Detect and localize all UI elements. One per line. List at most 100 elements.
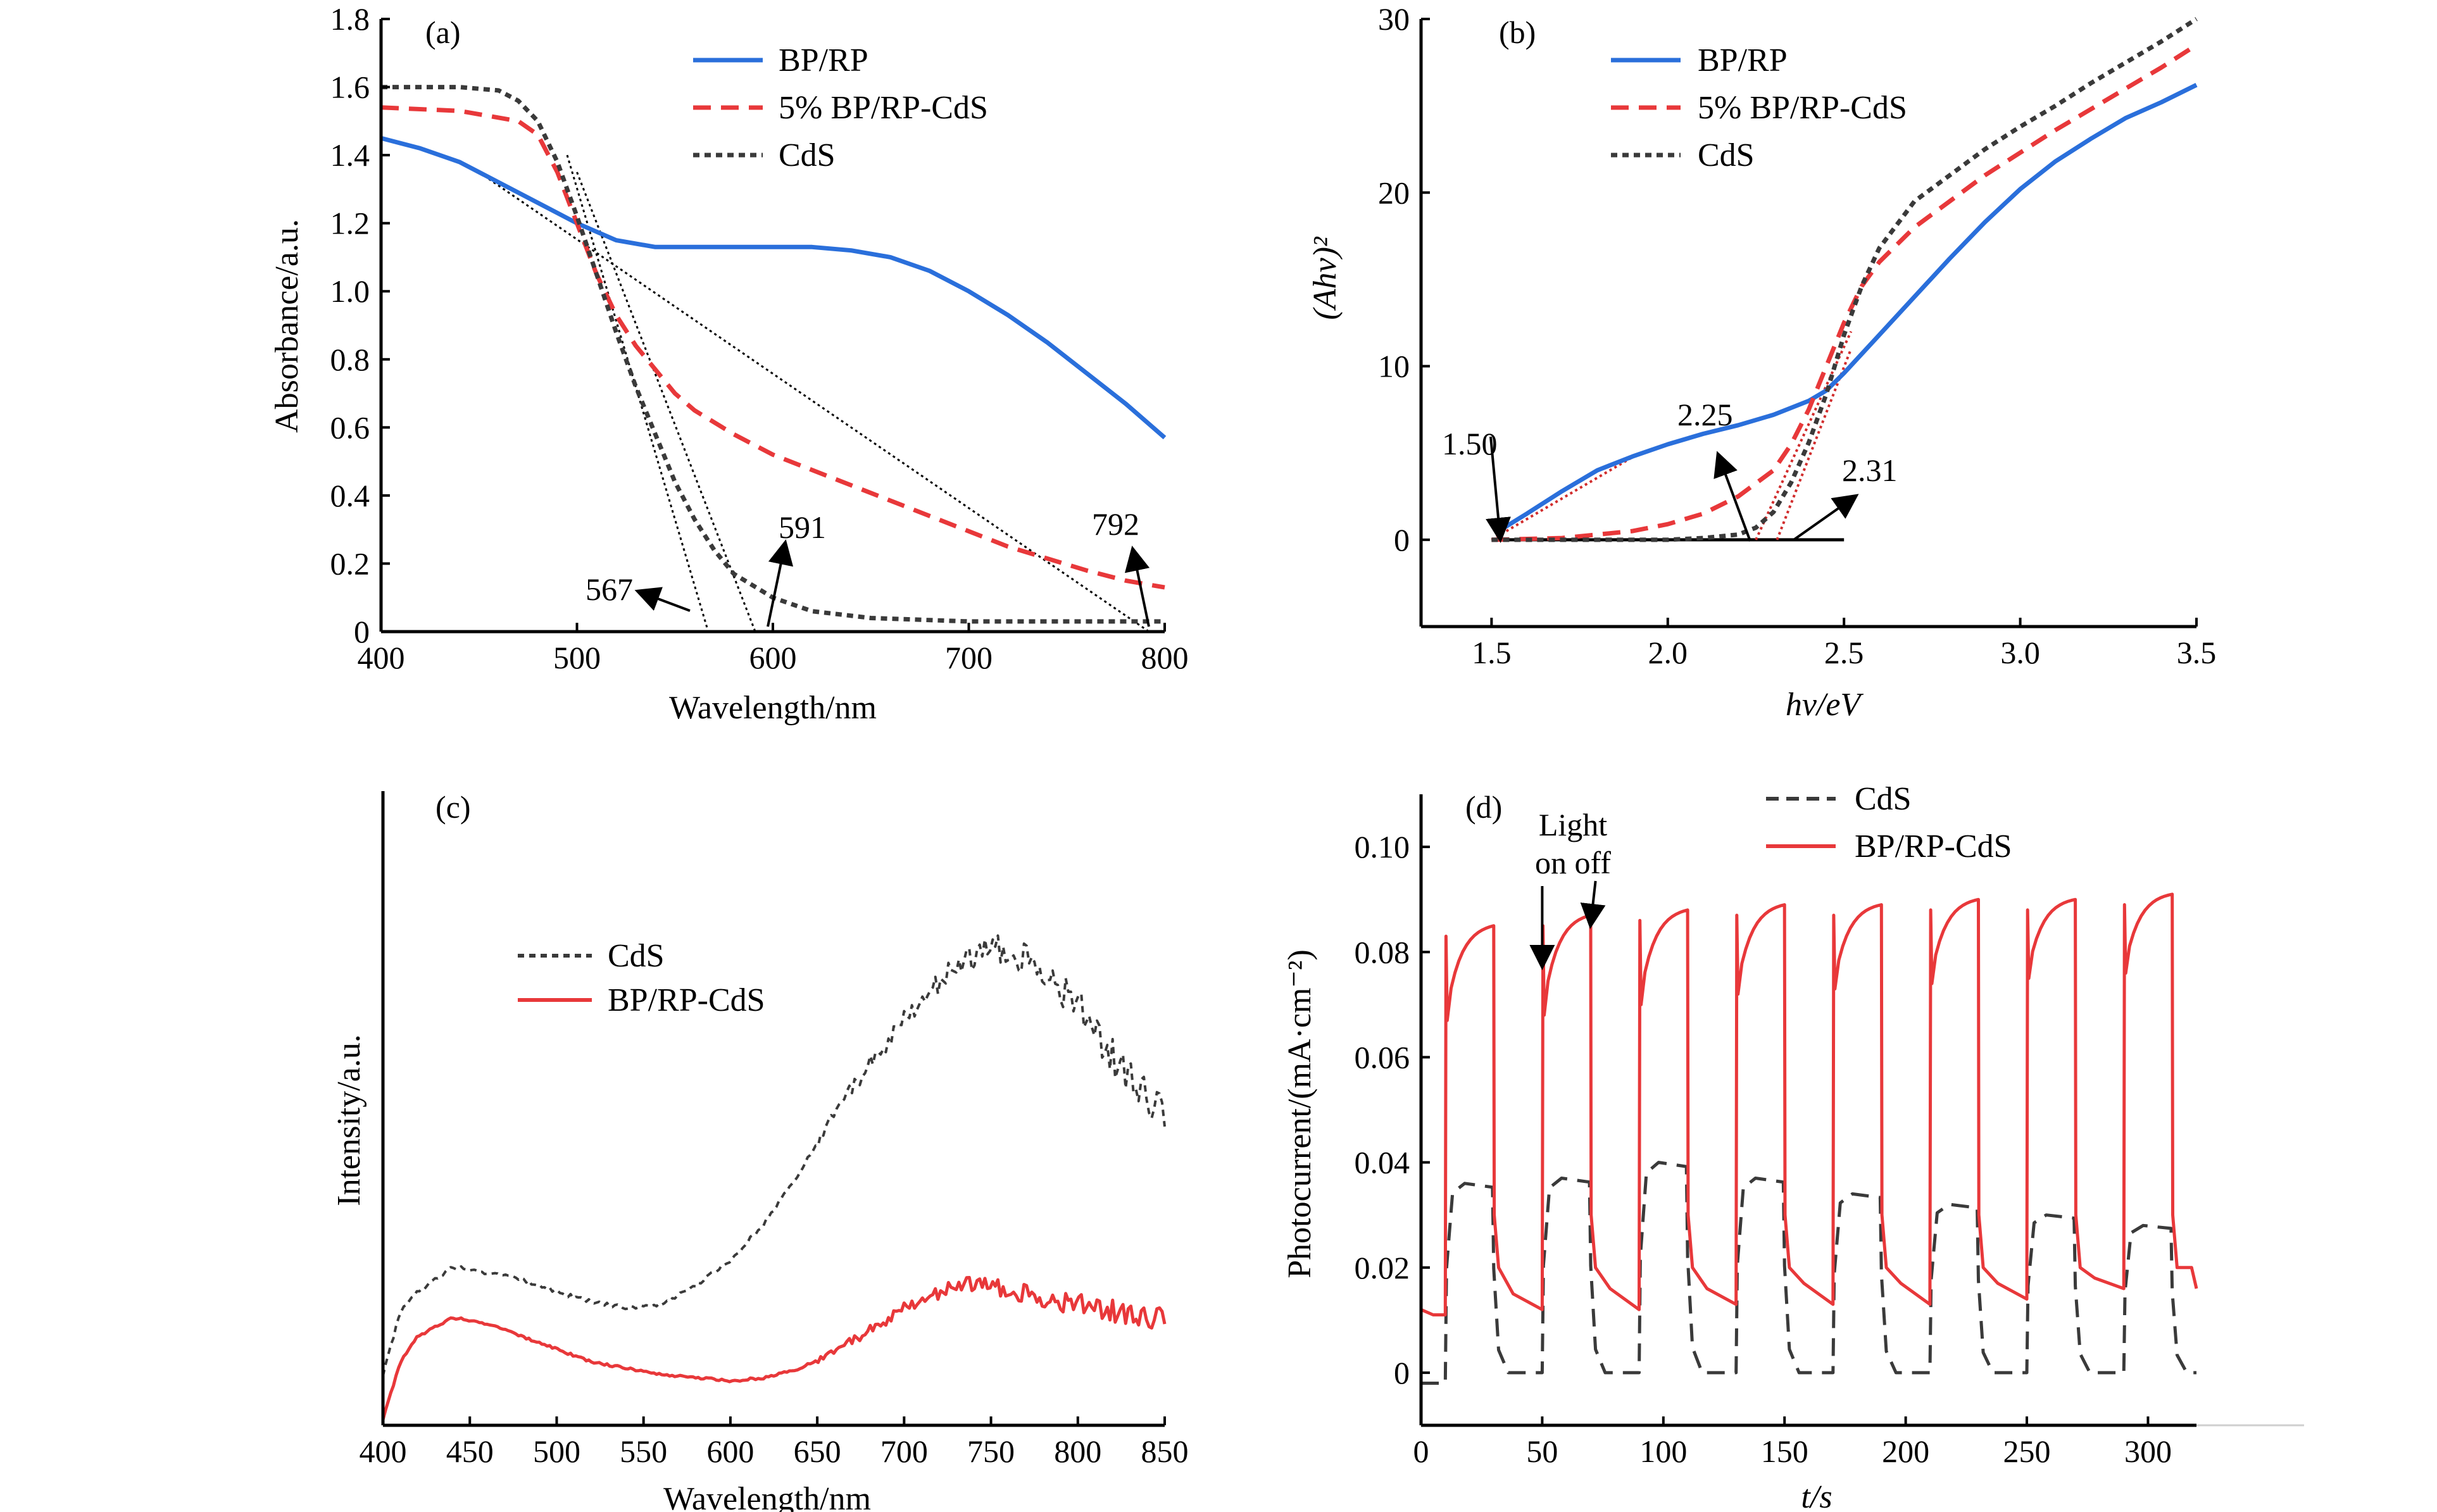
legend-label-cds: CdS — [608, 938, 665, 974]
x-tick-label: 750 — [967, 1434, 1015, 1469]
series-line-cds — [381, 85, 1165, 624]
panel-a-marks — [380, 85, 1167, 633]
series-line-bp-rp-cds — [1491, 43, 2198, 542]
y-tick-label: 30 — [1378, 1, 1410, 37]
annot-225: 2.25 — [1677, 397, 1733, 432]
legend-label-red: 5% BP/RP-CdS — [1698, 90, 1907, 126]
panel-c-marks — [381, 934, 1167, 1420]
panel-a-y-label: Absorbance/a.u. — [269, 219, 305, 433]
panel-a-letter: (a) — [425, 15, 461, 50]
panel-c-letter: (c) — [435, 789, 471, 825]
x-tick-label: 100 — [1639, 1434, 1687, 1469]
legend-label-cds: CdS — [1855, 781, 1912, 817]
x-tick-label: 850 — [1141, 1434, 1189, 1469]
annotation-arrow — [634, 587, 691, 612]
panel-d: 0 50 100 150 200 250 30000.020.040.060.080.10 … — [1282, 781, 2304, 1512]
panel-b-x-label: hv/eV — [1786, 687, 1864, 723]
x-tick-label: 800 — [1141, 640, 1189, 675]
panel-a-ticks: 400 500 600 700 800 0 0.2 0.4 0.6 0.8 1.0 1.2 1.4 1.6… — [330, 1, 1189, 675]
panel-d-ticks: 0 50 100 150 200 250 300 0 0.02 0.04 0.06 0.08 0.10 — [1355, 829, 2172, 1469]
x-tick-label: 600 — [749, 640, 797, 675]
series-line-cds — [382, 934, 1166, 1377]
x-tick-label: 2.0 — [1648, 635, 1688, 670]
legend-label-red: 5% BP/RP-CdS — [779, 90, 988, 126]
y-tick-label: 0.8 — [330, 342, 370, 377]
annot-on-off: on off — [1535, 845, 1611, 880]
y-tick-label: 0.2 — [330, 546, 370, 581]
y-tick-label: 0 — [354, 614, 370, 649]
panel-c-legend: CdS BP/RP-CdS — [518, 938, 765, 1018]
series-line-bp-rp-cds — [380, 105, 1165, 590]
x-tick-label: 2.5 — [1824, 635, 1864, 670]
y-tick-label: 0.10 — [1355, 829, 1410, 865]
panel-a: 400 500 600 700 800 0 0.2 0.4 0.6 0.8 1.0 1.2 1.4 1.6… — [269, 1, 1189, 726]
annot-231: 2.31 — [1842, 453, 1898, 488]
x-tick-label: 450 — [446, 1434, 494, 1469]
x-tick-label: 400 — [358, 640, 405, 675]
x-tick-label: 0 — [1413, 1434, 1429, 1469]
y-tick-label: 1.2 — [330, 206, 370, 241]
panel-d-legend: CdS BP/RP-CdS — [1766, 781, 2012, 865]
annotation-arrow — [1124, 546, 1150, 627]
annotation-arrow — [1486, 436, 1511, 543]
y-tick-label: 1.6 — [330, 70, 370, 105]
y-tick-label: 0.06 — [1355, 1039, 1410, 1075]
x-tick-label: 200 — [1882, 1434, 1929, 1469]
x-tick-label: 3.5 — [2177, 635, 2217, 670]
tangent-line — [576, 172, 756, 632]
x-tick-label: 400 — [360, 1434, 407, 1469]
y-tick-label: 0.4 — [330, 478, 370, 513]
y-tick-label: 0.6 — [330, 409, 370, 445]
y-tick-label: 1.4 — [330, 137, 370, 173]
y-tick-label: 0.08 — [1355, 934, 1410, 970]
legend-label-cds: CdS — [779, 137, 836, 173]
x-tick-label: 50 — [1526, 1434, 1558, 1469]
panel-b-y-label: (Ahv)² — [1307, 236, 1343, 320]
annotation-arrow — [767, 539, 794, 627]
panel-d-x-label: t/s — [1801, 1479, 1832, 1512]
panel-b-marks — [1486, 17, 2198, 543]
panel-b-legend: BP/RP 5% BP/RP-CdS CdS — [1611, 42, 1907, 173]
x-tick-label: 1.5 — [1472, 635, 1512, 670]
x-tick-label: 650 — [794, 1434, 841, 1469]
y-tick-label: 1.8 — [330, 1, 370, 37]
x-tick-label: 700 — [880, 1434, 928, 1469]
series-line-cds — [1421, 1161, 2196, 1385]
annot-150: 1.50 — [1442, 426, 1498, 461]
x-tick-label: 300 — [2124, 1434, 2172, 1469]
y-tick-label: 0.04 — [1355, 1145, 1410, 1180]
annotation-arrow — [1793, 494, 1859, 540]
panel-b-letter: (b) — [1499, 15, 1536, 50]
x-tick-label: 550 — [620, 1434, 667, 1469]
light-off-arrow — [1580, 880, 1606, 929]
y-tick-label: 1.0 — [330, 273, 370, 309]
annot-light: Light — [1539, 807, 1607, 842]
y-tick-label: 0 — [1394, 522, 1410, 558]
panel-d-y-label: Photocurrent/(mA·cm⁻²) — [1282, 949, 1318, 1278]
legend-label-bp: BP/RP — [779, 42, 868, 78]
x-tick-label: 250 — [2003, 1434, 2051, 1469]
annotation-arrow — [1713, 451, 1751, 542]
panel-c-x-label: Wavelength/nm — [663, 1481, 871, 1512]
series-line-bp-rp-cds — [1420, 892, 2198, 1316]
tangent-line — [1755, 330, 1853, 540]
x-tick-label: 600 — [706, 1434, 754, 1469]
series-line-bp-rp — [380, 135, 1167, 440]
legend-label-red: BP/RP-CdS — [608, 982, 765, 1018]
panel-a-x-label: Wavelength/nm — [669, 690, 877, 726]
legend-label-cds: CdS — [1698, 137, 1755, 173]
x-tick-label: 500 — [553, 640, 601, 675]
panel-d-letter: (d) — [1465, 789, 1502, 825]
tangent-line — [488, 178, 1150, 633]
annot-591: 591 — [779, 509, 826, 545]
x-tick-label: 3.0 — [2000, 635, 2040, 670]
tangent-line — [1491, 451, 1641, 541]
series-line-bp-rp — [1497, 83, 2198, 534]
x-tick-label: 150 — [1761, 1434, 1808, 1469]
x-tick-label: 700 — [945, 640, 993, 675]
legend-label-red: BP/RP-CdS — [1855, 828, 2012, 865]
y-tick-label: 20 — [1378, 175, 1410, 210]
panel-c: 400 450 500 550 600 650 700 750 800 850 (c) Wavel… — [331, 789, 1189, 1512]
